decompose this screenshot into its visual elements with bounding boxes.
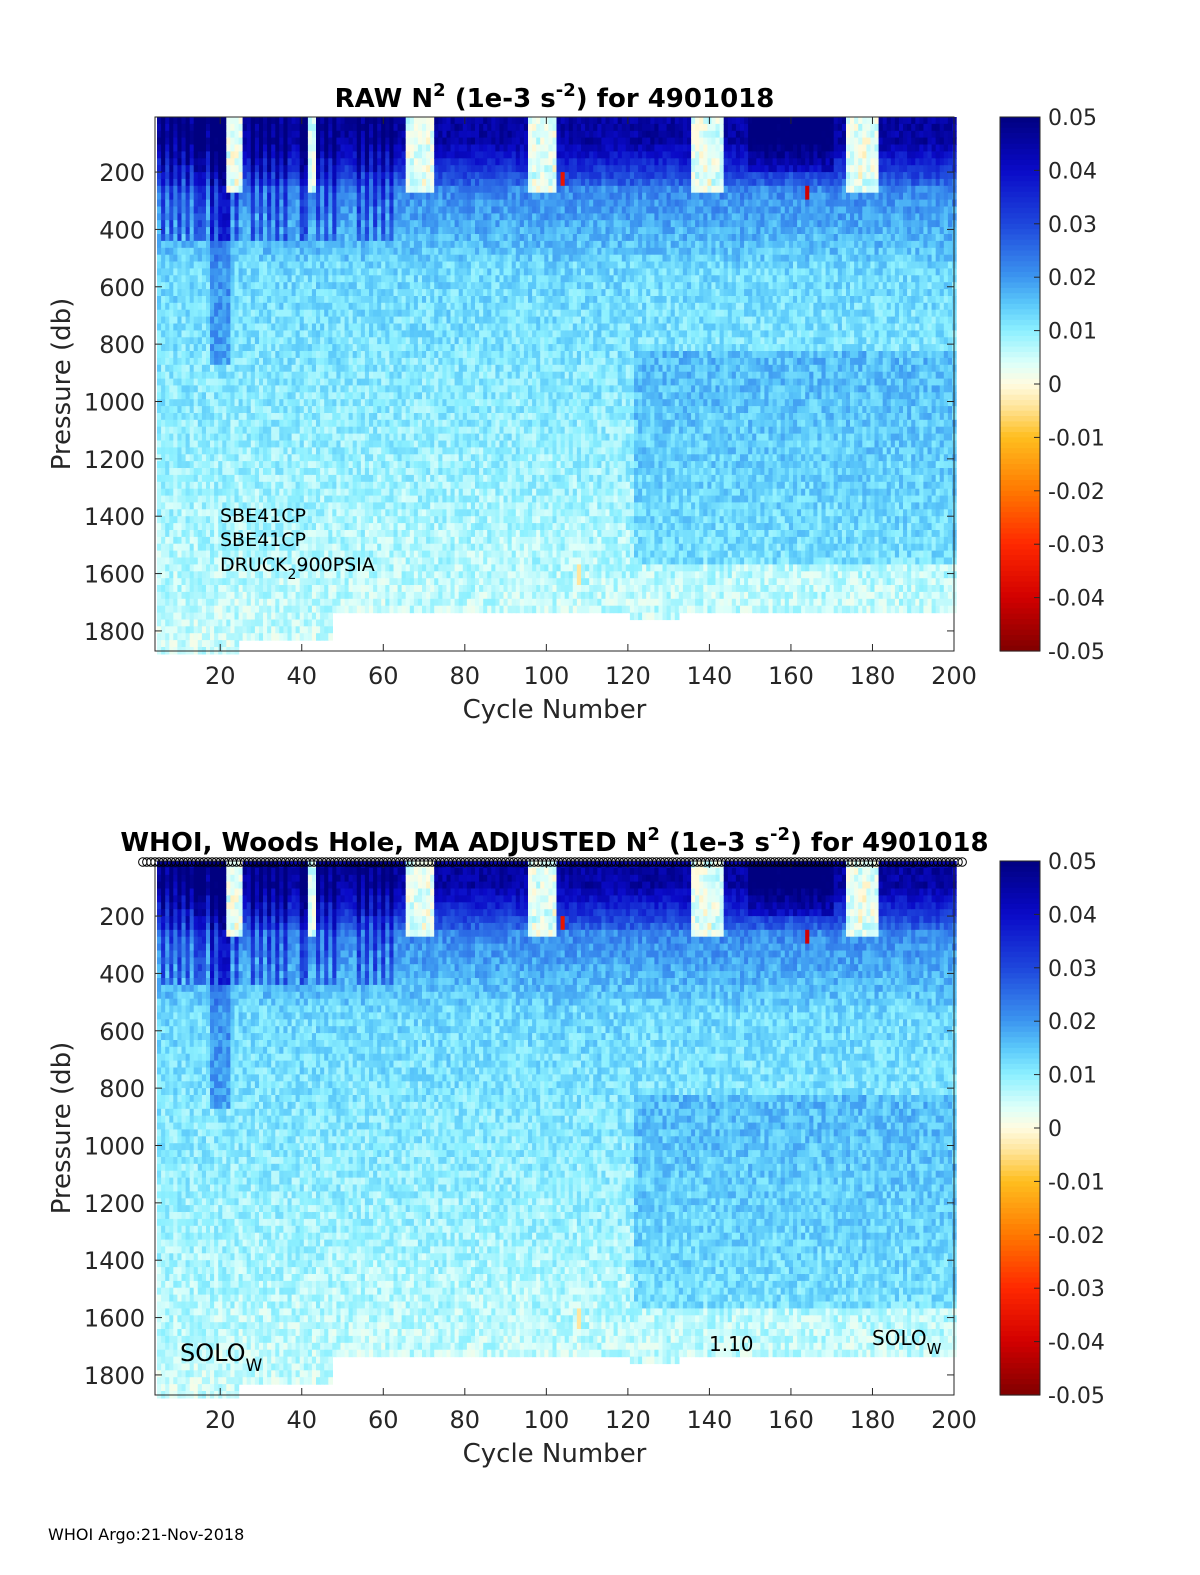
x-tick-label: 80	[450, 1406, 481, 1434]
y-tick-label: 1200	[84, 1190, 145, 1218]
x-tick-label: 180	[850, 662, 896, 690]
chart-title: RAW N2 (1e-3 s-2) for 4901018	[335, 80, 775, 114]
colorbar-tick-label: -0.02	[1048, 480, 1105, 505]
y-tick-label: 800	[99, 1075, 145, 1103]
y-tick-label: 1000	[84, 388, 145, 416]
colorbar-tick-label: 0.04	[1048, 159, 1097, 184]
x-tick-label: 60	[368, 662, 399, 690]
x-tick-label: 140	[687, 1406, 733, 1434]
colorbar-tick-label: 0.03	[1048, 213, 1097, 238]
y-axis-label: Pressure (db)	[47, 298, 77, 471]
y-tick-label: 1600	[84, 1305, 145, 1333]
colorbar-tick-label: -0.01	[1048, 426, 1105, 451]
y-tick-label: 200	[99, 159, 145, 187]
sensor-label: SBE41CP	[220, 505, 306, 527]
x-tick-label: 200	[931, 1406, 977, 1434]
colorbar-tick-label: 0.05	[1048, 850, 1097, 875]
colorbar-tick-label: 0.01	[1048, 1064, 1097, 1089]
colorbar-tick-label: -0.03	[1048, 1277, 1105, 1302]
x-tick-label: 100	[523, 662, 569, 690]
colorbar-tick-label: 0.04	[1048, 903, 1097, 928]
footer-text: WHOI Argo:21-Nov-2018	[48, 1525, 244, 1544]
colorbar-tick-label: 0.01	[1048, 320, 1097, 345]
x-axis-label: Cycle Number	[463, 695, 647, 725]
colorbar-tick-label: 0.02	[1048, 1010, 1097, 1035]
y-tick-label: 1400	[84, 503, 145, 531]
x-tick-label: 120	[605, 1406, 651, 1434]
colorbar-tick-label: 0.05	[1048, 106, 1097, 131]
version-label: 1.10	[709, 1332, 754, 1356]
x-tick-label: 120	[605, 662, 651, 690]
colorbar-tick-label: -0.05	[1048, 1384, 1105, 1409]
x-tick-label: 40	[286, 662, 317, 690]
colorbar-tick-label: -0.01	[1048, 1170, 1105, 1195]
heatmap-cells	[157, 861, 957, 1399]
x-tick-label: 200	[931, 662, 977, 690]
x-tick-label: 20	[205, 1406, 236, 1434]
colorbar: 0.05 0.04 0.03 0.02 0.01 0 -0.01 -0.02 -0.03 -0.0…	[1000, 106, 1105, 665]
y-tick-label: 1800	[84, 618, 145, 646]
x-tick-label: 180	[850, 1406, 896, 1434]
colorbar-tick-label: -0.02	[1048, 1224, 1105, 1249]
sensor-label: SBE41CP	[220, 529, 306, 551]
y-tick-label: 400	[99, 216, 145, 244]
colorbar-tick-label: -0.03	[1048, 533, 1105, 558]
y-tick-label: 600	[99, 274, 145, 302]
colorbar-tick-label: 0.03	[1048, 957, 1097, 982]
x-tick-label: 160	[768, 1406, 814, 1434]
y-tick-label: 200	[99, 903, 145, 931]
x-tick-label: 20	[205, 662, 236, 690]
x-tick-label: 40	[286, 1406, 317, 1434]
y-tick-label: 600	[99, 1018, 145, 1046]
colorbar-tick-label: -0.04	[1048, 1331, 1105, 1356]
x-axis-label: Cycle Number	[463, 1439, 647, 1469]
x-tick-label: 140	[687, 662, 733, 690]
colorbar: 0.05 0.04 0.03 0.02 0.01 0 -0.01 -0.02 -0.03 -0.0…	[1000, 850, 1105, 1409]
panel-2: 20 40 60 80 100 120 140 160 180 200 200 400 600 800 10…	[47, 824, 1105, 1469]
y-axis-label: Pressure (db)	[47, 1042, 77, 1215]
x-tick-label: 160	[768, 662, 814, 690]
x-tick-label: 60	[368, 1406, 399, 1434]
y-tick-label: 800	[99, 331, 145, 359]
colorbar-tick-label: 0.02	[1048, 266, 1097, 291]
y-tick-label: 1200	[84, 446, 145, 474]
panel-1: 20 40 60 80 100 120 140 160 180 200 200 400 600 800 10…	[47, 80, 1105, 725]
y-tick-label: 1600	[84, 561, 145, 589]
y-tick-label: 1400	[84, 1247, 145, 1275]
colorbar-tick-label: 0	[1048, 1117, 1062, 1142]
x-tick-label: 80	[450, 662, 481, 690]
chart-title: WHOI, Woods Hole, MA ADJUSTED N2 (1e-3 s…	[120, 824, 988, 858]
colorbar-tick-label: -0.04	[1048, 587, 1105, 612]
colorbar-tick-label: -0.05	[1048, 640, 1105, 665]
y-tick-label: 1000	[84, 1132, 145, 1160]
y-tick-label: 400	[99, 960, 145, 988]
x-tick-label: 100	[523, 1406, 569, 1434]
y-tick-label: 1800	[84, 1362, 145, 1390]
colorbar-tick-label: 0	[1048, 373, 1062, 398]
